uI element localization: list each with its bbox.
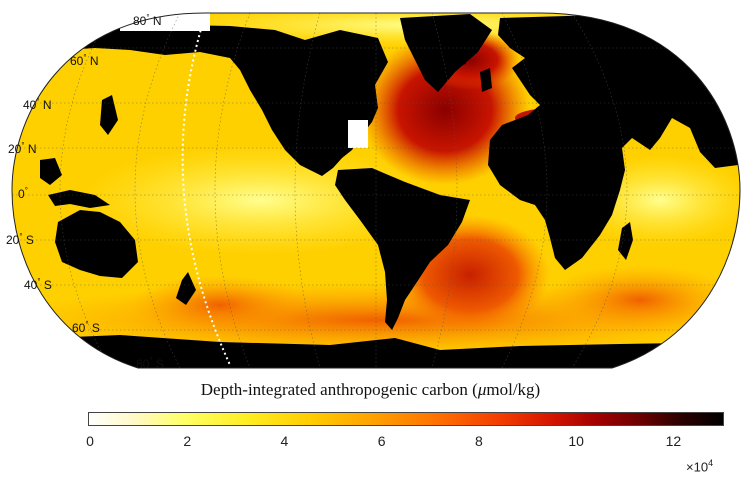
lat-label-eq: 0° <box>18 186 28 201</box>
eurasia-africa <box>488 15 740 270</box>
new-guinea-indonesia <box>48 190 110 208</box>
tasman-orange <box>130 275 310 335</box>
colorbar-tick-0: 0 <box>86 433 94 449</box>
colorbar-tick-2: 2 <box>183 433 192 449</box>
colorbar-multiplier: ×104 <box>686 458 714 475</box>
lat-label-40s: 40° S <box>24 277 52 292</box>
south-indian-orange <box>540 265 740 335</box>
colorbar <box>88 412 724 426</box>
madagascar <box>618 222 633 260</box>
graticule <box>12 13 740 368</box>
lat-label-60n: 60° N <box>70 53 99 68</box>
dateline-dashed <box>181 15 231 366</box>
philippines-borneo <box>40 158 62 185</box>
lat-label-20n: 20° N <box>8 141 37 156</box>
hudson-bay-white <box>348 120 368 148</box>
lat-label-60s: 60° S <box>72 320 100 335</box>
lat-label-40n: 40° N <box>23 97 52 112</box>
globe <box>12 13 740 368</box>
greenland <box>400 14 492 92</box>
colorbar-tick-8: 8 <box>475 433 483 449</box>
british-isles <box>480 68 492 92</box>
australia <box>55 210 138 278</box>
colorbar-title: Depth-integrated anthropogenic carbon (μ… <box>200 380 541 399</box>
new-zealand <box>176 272 196 305</box>
south-america <box>335 168 470 330</box>
colorbar-tick-6: 6 <box>377 433 386 449</box>
colorbar-tick-4: 4 <box>280 433 289 449</box>
lat-label-80s: 80° S <box>136 356 164 371</box>
lat-label-80n: 80° N <box>133 13 162 28</box>
colorbar-tick-10: 10 <box>568 433 584 449</box>
north-america <box>15 20 388 176</box>
lat-label-20s: 20° S <box>6 232 34 247</box>
japan <box>100 95 118 135</box>
iceland <box>445 54 466 68</box>
colorbar-tick-12: 12 <box>665 433 682 449</box>
globe-outline <box>11 12 741 369</box>
